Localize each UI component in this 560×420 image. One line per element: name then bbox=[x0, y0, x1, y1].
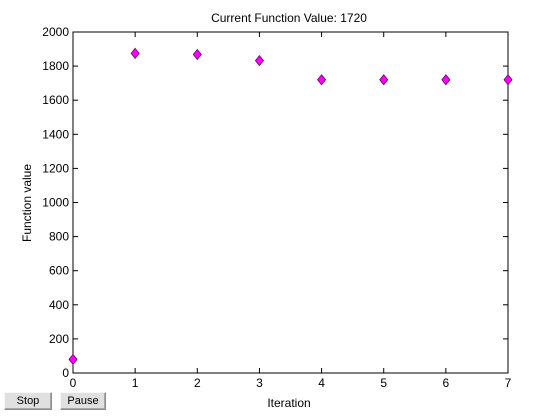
x-tick-label: 2 bbox=[194, 376, 201, 390]
x-axis-label: Iteration bbox=[267, 396, 310, 410]
data-point-marker bbox=[68, 353, 78, 366]
y-tick-label: 800 bbox=[49, 230, 69, 244]
y-tick-label: 1600 bbox=[42, 93, 69, 107]
data-point-marker bbox=[503, 74, 513, 86]
y-tick-label: 0 bbox=[62, 366, 69, 380]
y-tick-label: 1400 bbox=[42, 127, 69, 141]
x-tick-label: 7 bbox=[505, 376, 512, 390]
data-point-marker bbox=[379, 74, 389, 86]
y-tick-label: 200 bbox=[49, 332, 69, 346]
y-tick-label: 1800 bbox=[42, 59, 69, 73]
x-tick-label: 3 bbox=[256, 376, 263, 390]
x-tick-label: 6 bbox=[443, 376, 450, 390]
x-tick-label: 5 bbox=[380, 376, 387, 390]
y-tick-label: 400 bbox=[49, 298, 69, 312]
y-axis-label: Function value bbox=[20, 164, 34, 242]
x-tick-label: 4 bbox=[318, 376, 325, 390]
data-point-marker bbox=[130, 47, 140, 59]
data-markers bbox=[68, 47, 513, 366]
data-point-marker bbox=[254, 55, 264, 67]
axes-box bbox=[72, 31, 509, 374]
x-tick-label: 0 bbox=[70, 376, 77, 390]
stop-button[interactable]: Stop bbox=[4, 392, 52, 410]
pause-button[interactable]: Pause bbox=[60, 392, 106, 410]
x-tick-label: 1 bbox=[132, 376, 139, 390]
data-point-marker bbox=[441, 74, 451, 86]
x-axis-ticks: 0 1 2 3 4 5 6 7 bbox=[70, 32, 512, 390]
y-tick-label: 1000 bbox=[42, 196, 69, 210]
data-point-marker bbox=[317, 74, 327, 86]
y-tick-label: 1200 bbox=[42, 161, 69, 175]
y-tick-label: 2000 bbox=[42, 25, 69, 39]
data-point-marker bbox=[192, 48, 202, 61]
y-axis-ticks: 0 200 400 600 800 1000 1200 1400 1600 1800 2000 bbox=[42, 25, 508, 380]
y-tick-label: 600 bbox=[49, 264, 69, 278]
plot-title: Current Function Value: 1720 bbox=[211, 11, 367, 25]
